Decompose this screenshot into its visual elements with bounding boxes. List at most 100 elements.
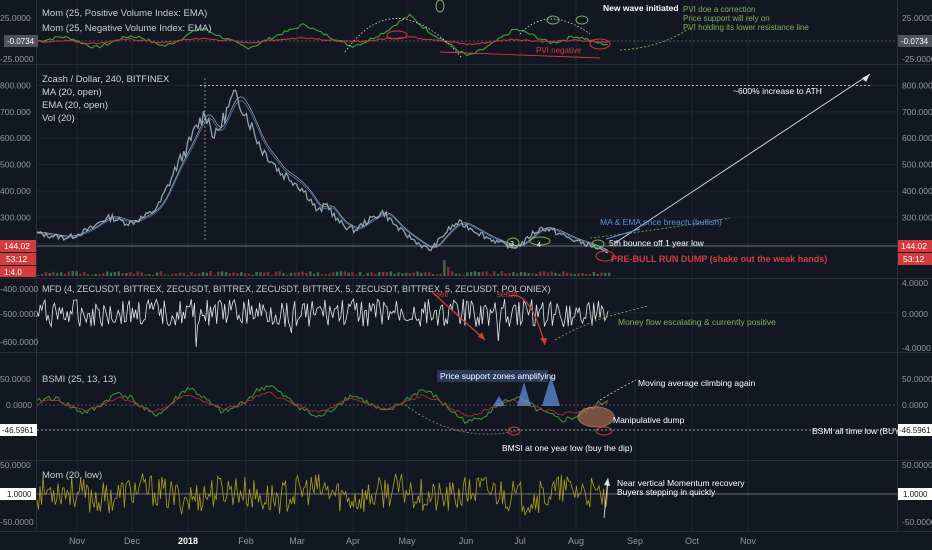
pvi-legend: Mom (25, Positive Volume Index: EMA) [42,8,207,19]
volume-bar [155,272,159,276]
volume-bar [102,273,105,276]
mom-title: Mom (20, low) [42,470,102,481]
volume-bar [470,271,473,276]
pvi-resistance-line [439,51,601,59]
bounce-label-4: 4 [537,242,541,249]
mfd-left-tick-1: -400.0000 [0,284,39,294]
mom-right-tick-neg50: -50.0000 [902,517,932,527]
annotation-ma-climbing: Moving average climbing again [638,378,755,388]
volume-bar [546,272,550,276]
bsmi-left-tick-0: 0.0000 [6,400,32,410]
volume-bar [282,272,285,276]
annotation-support-zones: Price support zones amplifying [440,371,556,381]
annotation-pre-bull-dump: PRE-BULL RUN DUMP (shake out the weak ha… [611,254,827,264]
bsmi-left-badge [0,424,37,436]
volume-bar [209,271,212,276]
pvi-right-badge [898,35,932,47]
price-legend-ema: EMA (20, open) [42,100,108,111]
time-axis[interactable]: Nov Dec 2018 Feb Mar Apr May Jun Jul Aug Sep Oct Nov [69,536,757,546]
volume-bar [466,272,469,276]
pvi-left-tick-top: 25.0000 [0,13,31,23]
pvi-ellipse-5 [589,38,611,50]
support-zone-3 [542,376,560,406]
x-axis-label: Aug [568,536,584,546]
price-title: Zcash / Dollar, 240, BITFINEX [42,74,170,85]
support-zone-1 [493,396,505,406]
annotation-5th-bounce: 5th bounce off 1 year low [609,238,705,248]
price-left-tick: 700.000 [0,107,31,117]
pvi-nvi-pane: Mom (25, Positive Volume Index: EMA) Mom… [0,0,932,64]
mfd-right-tick-1: 4.0000 [902,278,928,288]
volume-bar [608,272,611,276]
volume-bar [431,274,435,276]
volume-bar [435,274,438,276]
volume-bar [416,271,419,276]
volume-bar [347,272,350,276]
price-series-line [36,89,609,254]
volume-bar [332,272,335,276]
annotation-manipulative-dump: Manipulative dump [613,415,685,425]
annotation-pvi-holding: PVI holding its lower resistance line [683,23,809,32]
bsmi-right-tick-0: 0.0000 [902,400,928,410]
price-pane: 200.000200.000300.000300.000400.000400.0… [0,73,932,277]
volume-bar [121,273,124,276]
x-axis-label: Nov [69,536,86,546]
volume-bar [220,271,224,276]
volume-bar [343,271,346,276]
volume-bar [420,272,423,276]
mom-left-tick-neg50: -50.0000 [0,517,34,527]
annotation-pvi-negative: PVI negative [536,46,582,55]
price-right-tick: 700.000 [902,107,932,117]
volume-bar [588,274,592,276]
volume-bar [297,272,300,276]
price-left-tick: 800.000 [0,81,31,91]
volume-bar [278,271,281,276]
volume-bar [504,273,507,276]
bounce-ellipse-4 [529,236,551,246]
x-axis-label: Nov [740,536,757,546]
dump-ellipse [595,250,615,262]
volume-bar [305,272,308,276]
volume-bar [263,272,266,276]
mfd-pane: MFD (4, ZECUSDT, BITTREX, ZECUSDT, BITTR… [0,278,931,353]
volume-bar [255,271,258,276]
volume-bar [358,271,362,276]
volume-bar [259,272,262,276]
x-axis-label: Apr [346,536,360,546]
bounce-ellipse-3 [506,237,520,249]
volume-bar [370,272,373,276]
volume-bar [48,273,51,276]
volume-bar [527,273,530,276]
annotation-bsmi-alltime-low: BSMI all time low (BUY) [812,426,903,436]
volume-bar [454,273,458,276]
ath-target-arrow [614,73,871,244]
volume-bar [67,271,71,276]
nvi-series-line [36,36,609,46]
volume-bar [565,272,569,276]
volume-bar [374,274,377,276]
volume-bar [205,272,208,276]
price-right-tick: 500.000 [902,160,932,170]
bsmi-curve [404,404,521,435]
volume-bar [201,271,205,276]
volume-bar [496,273,500,276]
pvi-ellipse-3 [546,15,560,25]
x-axis-label: Jun [459,536,474,546]
volume-bar [63,273,67,276]
volume-bar [198,273,201,276]
volume-bar [109,272,113,276]
pvi-series-line [36,13,609,57]
volume-bar [519,272,523,276]
volume-bar [477,272,481,276]
volume-bar [125,273,128,276]
pvi-small-arc [519,18,591,35]
volume-bar [604,272,607,276]
volume-bar [516,273,519,276]
mfd-right-tick-3: -4.0000 [902,343,931,353]
x-axis-label: Dec [124,536,141,546]
volume-bar [381,271,385,276]
bsmi-signal-line [36,391,609,417]
pvi-left-tick-bottom: -25.0000 [0,54,34,64]
volume-bar [98,273,101,276]
